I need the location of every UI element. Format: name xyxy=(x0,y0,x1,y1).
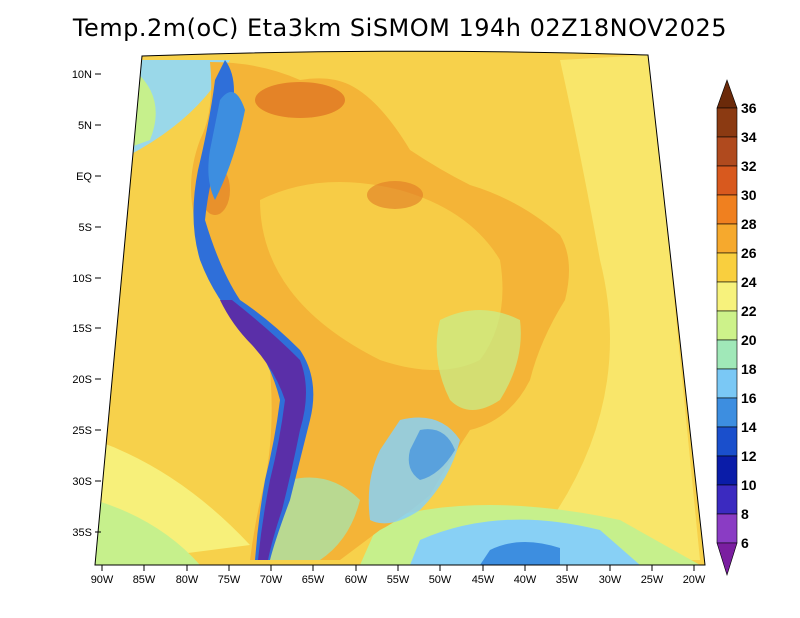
colorbar-label: 22 xyxy=(741,303,757,319)
land-patagonia xyxy=(270,477,360,560)
colorbar-label: 34 xyxy=(741,129,757,145)
colorbar: 36 34 32 30 28 26 24 22 20 18 16 14 12 1… xyxy=(716,79,757,577)
lat-label: 30S xyxy=(72,476,92,488)
colorbar-swatch xyxy=(716,426,738,457)
colorbar-swatch xyxy=(716,194,738,225)
andes-north-cool xyxy=(208,92,245,200)
colorbar-swatch xyxy=(716,107,738,138)
colorbar-swatch xyxy=(716,339,738,370)
colorbar-label: 10 xyxy=(741,477,757,493)
lon-label: 20W xyxy=(683,574,706,586)
lon-label: 65W xyxy=(302,574,325,586)
ocean-southwest-green xyxy=(95,500,200,565)
lon-label: 80W xyxy=(176,574,199,586)
lat-label: 10S xyxy=(72,273,92,285)
hot-spot-amazon xyxy=(367,181,423,209)
lat-label: 15S xyxy=(72,323,92,335)
ocean-southeast-cool xyxy=(520,55,700,560)
colorbar-label: 30 xyxy=(741,187,757,203)
lon-label: 90W xyxy=(91,574,114,586)
andes-cold-band xyxy=(220,300,306,560)
colorbar-label: 8 xyxy=(741,506,749,522)
latitude-axis: 10N 5N EQ 5S 10S 15S 20S 25S 30S 35S xyxy=(72,69,101,539)
map-title: Temp.2m(oC) Eta3km SiSMOM 194h 02Z18NOV2… xyxy=(72,14,728,42)
colorbar-swatch xyxy=(716,397,738,428)
lat-label: EQ xyxy=(76,171,92,183)
lon-label: 35W xyxy=(556,574,579,586)
colorbar-label: 12 xyxy=(741,448,757,464)
land-south-colder xyxy=(408,429,455,480)
colorbar-label: 24 xyxy=(741,274,757,290)
hot-spot-venezuela xyxy=(255,82,345,118)
lat-label: 35S xyxy=(72,527,92,539)
colorbar-label: 26 xyxy=(741,245,757,261)
colorbar-swatch xyxy=(716,513,738,544)
lon-label: 75W xyxy=(218,574,241,586)
lon-label: 25W xyxy=(641,574,664,586)
colorbar-label: 18 xyxy=(741,361,757,377)
lat-label: 5N xyxy=(78,120,92,132)
lon-label: 60W xyxy=(345,574,368,586)
colorbar-swatch xyxy=(716,368,738,399)
colorbar-label: 36 xyxy=(741,100,757,116)
colorbar-swatch xyxy=(716,484,738,515)
lon-label: 40W xyxy=(514,574,537,586)
colorbar-swatch xyxy=(716,281,738,312)
colorbar-label: 32 xyxy=(741,158,757,174)
lon-label: 50W xyxy=(429,574,452,586)
map-frame xyxy=(94,50,706,566)
lon-label: 85W xyxy=(133,574,156,586)
colorbar-label: 20 xyxy=(741,332,757,348)
colorbar-swatch xyxy=(716,223,738,254)
colorbar-bottom-arrow xyxy=(716,542,738,577)
colorbar-swatch xyxy=(716,165,738,196)
colorbar-top-arrow xyxy=(716,79,738,109)
colorbar-label: 16 xyxy=(741,390,757,406)
lat-label: 10N xyxy=(72,69,92,81)
lon-label: 45W xyxy=(472,574,495,586)
land-east-pale xyxy=(436,310,521,410)
colorbar-label: 28 xyxy=(741,216,757,232)
longitude-axis: 90W 85W 80W 75W 70W 65W 60W 55W 50W 45W … xyxy=(91,565,706,586)
colorbar-label: 6 xyxy=(741,535,749,551)
lat-label: 20S xyxy=(72,374,92,386)
colorbar-swatch xyxy=(716,310,738,341)
map-area xyxy=(95,51,705,566)
lon-label: 70W xyxy=(260,574,283,586)
ocean-south-coldest xyxy=(480,541,560,565)
lon-label: 30W xyxy=(599,574,622,586)
colorbar-swatch xyxy=(716,455,738,486)
lat-label: 5S xyxy=(79,222,92,234)
lat-label: 25S xyxy=(72,425,92,437)
colorbar-swatch xyxy=(716,136,738,167)
colorbar-swatch xyxy=(716,252,738,283)
colorbar-label: 14 xyxy=(741,419,757,435)
lon-label: 55W xyxy=(387,574,410,586)
